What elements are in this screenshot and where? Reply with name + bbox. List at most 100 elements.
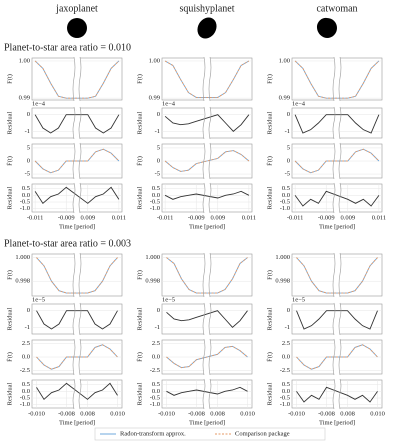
y-tick-label: -1 [285,128,290,135]
y-tick-label: -2.5 [280,367,290,374]
axis-break-gap [204,379,210,409]
offset-label: 1e−5 [292,296,305,303]
data-line [294,190,380,207]
axis-break [78,378,82,410]
column-title: jaxoplanet [55,3,98,14]
data-line [164,150,250,172]
y-tick-label: -0.5 [280,198,290,205]
x-tick-label: 0.011 [242,214,256,221]
y-tick-label: 0.5 [22,185,30,192]
data-line [36,344,118,370]
axis-break [338,302,342,336]
offset-label: 1e−4 [162,100,176,107]
y-axis-label: Residual [6,382,13,405]
axis-break [338,142,342,180]
y-tick-label: 1.000 [275,254,290,261]
y-tick-label: 1.000 [145,254,160,261]
axis-break-gap [204,183,210,213]
offset-label: 1e−5 [162,296,175,303]
y-tick-label: 0.0 [282,192,290,199]
axis-break-gap [204,253,210,297]
y-axis-label: Residual [136,382,143,405]
y-axis-label: Residual [266,186,273,209]
axis-break-gap [74,253,80,297]
group-title: Planet-to-star area ratio = 0.003 [4,238,131,249]
x-axis-label: Time [period] [189,419,225,426]
x-tick-label: 0.008 [210,410,225,417]
x-tick-label: -0.008 [318,410,335,417]
y-tick-label: -0.5 [150,394,160,401]
y-axis-label: F(t) [136,74,143,84]
y-tick-label: -1 [25,324,30,331]
axis-break-gap [334,183,340,213]
data-line [36,382,118,401]
y-tick-label: 0.998 [145,278,160,285]
legend-box [94,427,326,441]
x-axis-label: Time [period] [319,223,355,230]
x-tick-label: -0.009 [188,214,205,221]
x-tick-label: -0.010 [158,410,175,417]
y-tick-label: 0.0 [282,388,290,395]
y-axis-label: Ḟ(t) [6,156,13,166]
data-line [34,186,120,205]
y-axis-label: F(t) [266,74,273,84]
column-title: squishyplanet [180,3,235,14]
axis-break [208,302,212,336]
group-title: Planet-to-star area ratio = 0.010 [4,42,131,53]
axis-break [332,182,336,214]
axis-break [72,182,76,214]
x-tick-label: -0.010 [28,410,45,417]
axis-break [78,338,82,376]
y-tick-label: 0.99 [19,95,30,102]
y-tick-label: 0.99 [149,95,160,102]
y-tick-label: 1.00 [149,57,160,64]
y-axis-label: Ḟ(t) [136,156,143,166]
y-tick-label: 0.998 [275,278,290,285]
y-tick-label: 0.998 [15,278,30,285]
x-tick-label: -0.011 [157,214,174,221]
y-tick-label: -2.5 [150,367,160,374]
axis-break [78,106,82,140]
axis-break-gap [204,107,210,139]
y-tick-label: 2.5 [152,340,160,347]
axis-break-gap [334,57,340,101]
x-tick-label: -0.009 [318,214,335,221]
y-tick-label: 0.0 [22,388,30,395]
y-axis-label: Residual [266,307,273,330]
y-tick-label: 0.0 [282,353,290,360]
axis-break [202,302,206,336]
axis-break-gap [334,379,340,409]
y-tick-label: -1.0 [20,401,30,408]
axis-break-gap [334,303,340,335]
x-tick-label: -0.010 [288,410,305,417]
axis-break-gap [74,303,80,335]
y-tick-label: -0.5 [150,198,160,205]
y-tick-label: 0.5 [282,381,290,388]
y-tick-label: -1.0 [150,205,160,212]
y-tick-label: -1 [155,324,160,331]
data-line [166,386,248,396]
axis-break [332,338,336,376]
axis-break [332,56,336,102]
data-line [294,114,380,134]
axis-break [72,338,76,376]
axis-break [78,252,82,298]
y-axis-label: Residual [6,186,13,209]
axis-break-gap [334,107,340,139]
axis-break-gap [74,107,80,139]
data-line [166,310,248,328]
y-tick-label: -1.0 [280,205,290,212]
y-tick-label: -0.5 [280,394,290,401]
axis-break-gap [334,253,340,297]
y-tick-label: 0.0 [152,353,160,360]
y-axis-label: F(t) [6,74,13,84]
planet-icon [67,18,87,38]
data-line [36,257,118,294]
axis-break [78,56,82,102]
axis-break [332,378,336,410]
y-axis-label: F(t) [136,270,143,280]
data-line [294,60,380,99]
x-tick-label: -0.009 [58,214,75,221]
x-tick-label: -0.008 [58,410,75,417]
axis-break [332,106,336,140]
